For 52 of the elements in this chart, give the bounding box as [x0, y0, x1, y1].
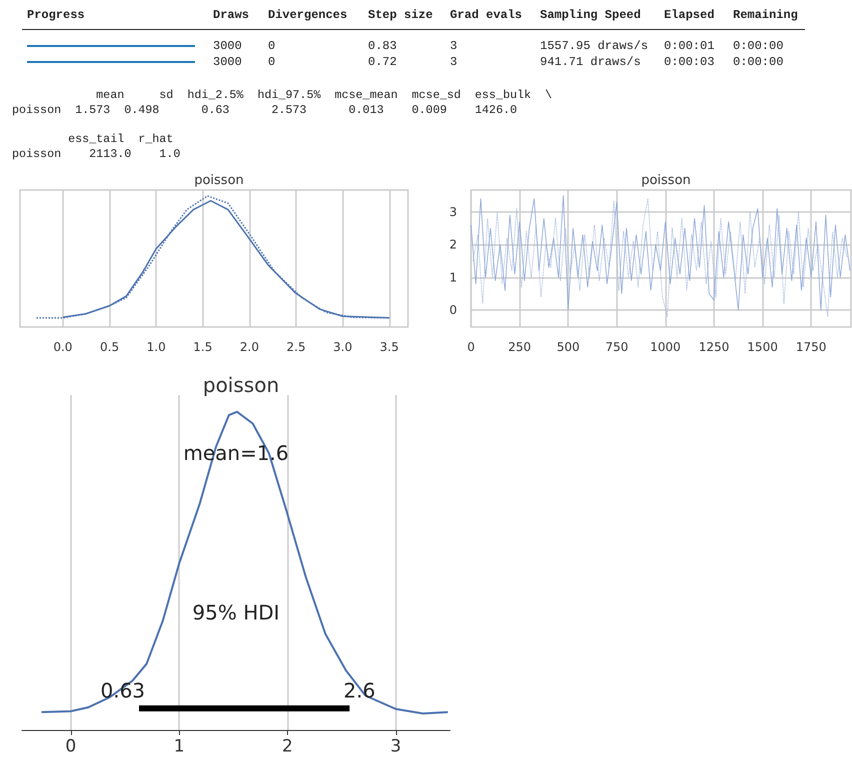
x-tick-label: 1	[174, 736, 185, 756]
x-tick-label: 500	[556, 340, 580, 354]
text: 1557.95 draws/s	[540, 39, 648, 53]
text: 0:00:03	[664, 55, 714, 69]
x-tick-label: 2.5	[286, 340, 306, 354]
y-tick-label: 1	[449, 270, 457, 284]
x-tick-label: 1000	[650, 340, 681, 354]
text: 0.72	[368, 55, 397, 69]
y-tick-label: 0	[449, 303, 457, 317]
text: ess_tail r_hat	[67, 132, 174, 146]
text: 0:00:00	[733, 55, 784, 69]
text: Divergences	[268, 8, 348, 22]
x-tick-label: 3.5	[380, 340, 399, 354]
text: poisson 2113.0 1.0	[12, 147, 180, 161]
text: 3000	[213, 39, 242, 53]
text: poisson 1.573 0.498 0.63 2.573 0.013 0.009 1426.0	[12, 103, 517, 117]
text: Elapsed	[664, 8, 714, 22]
y-tick-label: 3	[449, 204, 457, 219]
chart-title: poisson	[194, 173, 244, 188]
chart-title: poisson	[202, 373, 280, 397]
x-tick-label: 2	[282, 736, 293, 756]
text: Remaining	[733, 8, 798, 22]
text: Grad evals	[450, 8, 522, 22]
text: 0	[268, 55, 276, 69]
x-tick-label: 1.5	[193, 340, 212, 354]
text: Progress	[27, 8, 85, 22]
x-tick-label: 2.0	[240, 340, 259, 354]
text: 0	[268, 39, 276, 53]
x-tick-label: 750	[605, 340, 628, 354]
x-tick-label: 0.0	[53, 340, 72, 354]
text: 941.71 draws/s	[540, 55, 641, 69]
text: 3000	[213, 55, 242, 69]
x-tick-label: 0	[65, 736, 76, 756]
x-tick-label: 250	[508, 340, 532, 354]
x-tick-label: 1750	[796, 340, 826, 354]
annotation: 95% HDI	[192, 600, 280, 624]
text: 0:00:01	[664, 39, 714, 53]
text: Sampling Speed	[540, 8, 641, 22]
x-tick-label: 3.0	[333, 340, 352, 354]
y-tick-label: 2	[449, 238, 457, 252]
text: 0:00:00	[733, 39, 784, 53]
chart-title: poisson	[641, 173, 691, 188]
x-tick-label: 0.5	[100, 340, 120, 354]
text: 0.83	[368, 39, 397, 53]
text: mean sd hdi_2.5% hdi_97.5% mcse_mean mcse_sd ess_bulk \	[95, 88, 552, 102]
x-tick-label: 1.0	[146, 340, 166, 354]
x-tick-label: 0	[467, 340, 475, 354]
text: Draws	[213, 8, 250, 22]
x-tick-label: 1500	[747, 340, 778, 354]
x-tick-label: 1250	[698, 340, 730, 354]
text: Step size	[368, 8, 433, 22]
x-tick-label: 3	[390, 736, 402, 756]
